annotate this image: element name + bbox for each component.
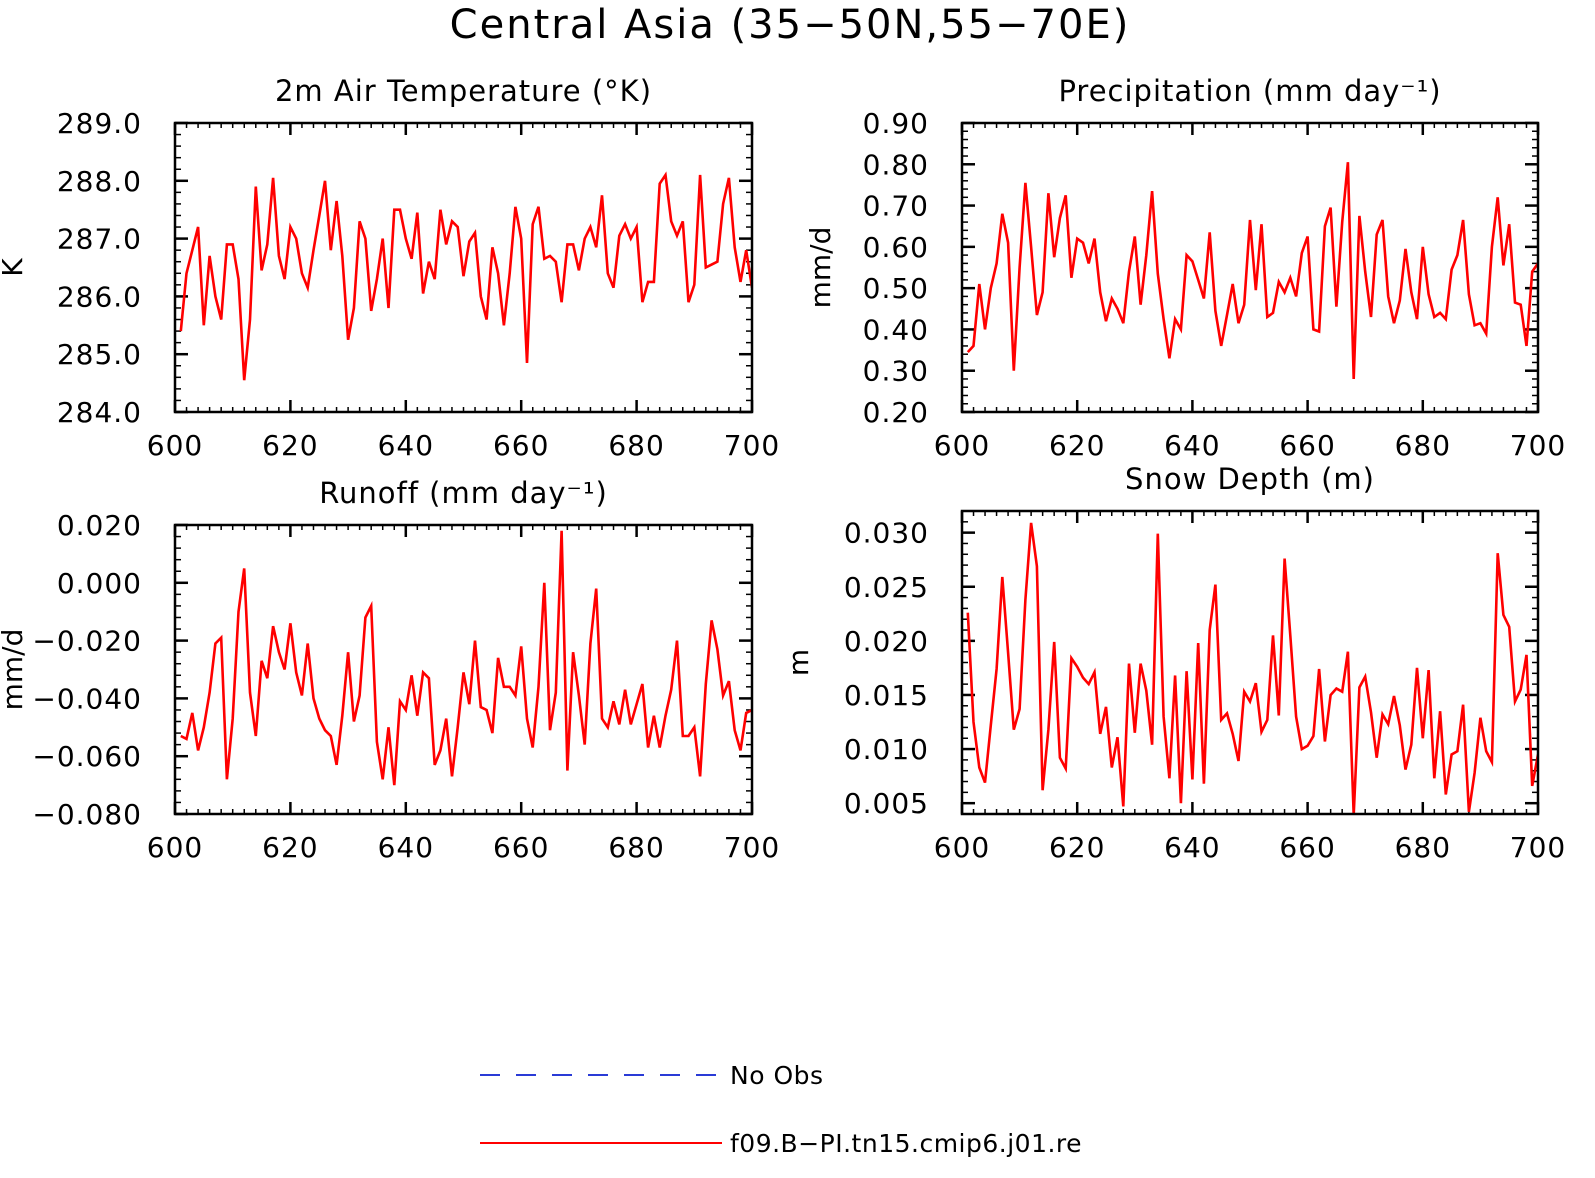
- x-tick-label: 680: [1395, 831, 1451, 864]
- y-tick-label: 287.0: [57, 223, 142, 256]
- x-tick-label: 640: [378, 429, 434, 462]
- x-tick-label: 680: [1395, 429, 1451, 462]
- y-tick-label: 0.90: [863, 107, 929, 140]
- series-line-precip: [966, 162, 1538, 380]
- panel-runoff: Runoff (mm day⁻¹) mm/d 600 620 640 660 680 700 −…: [0, 476, 780, 864]
- y-tick-label: 284.0: [57, 396, 142, 429]
- y-tick-label: −0.020: [32, 625, 142, 658]
- x-tick-label: 700: [724, 831, 780, 864]
- y-tick-label: 0.020: [57, 509, 142, 542]
- y-tick-label: −0.040: [32, 682, 142, 715]
- y-tick-label: 288.0: [57, 165, 142, 198]
- x-tick-label: 660: [1279, 831, 1335, 864]
- x-tick-label: 600: [934, 831, 990, 864]
- y-tick-label: 0.015: [844, 679, 929, 712]
- x-tick-label: 600: [147, 429, 203, 462]
- x-tick-label: 620: [262, 831, 318, 864]
- y-tick-label: 0.010: [844, 733, 929, 766]
- y-tick-label: 0.005: [844, 787, 929, 820]
- series-line-temp: [179, 171, 752, 381]
- y-tick-label: 0.80: [863, 148, 929, 181]
- series-line-snow: [966, 522, 1538, 814]
- plot-frame-precip: [960, 121, 1540, 414]
- x-tick-label: 680: [608, 831, 664, 864]
- x-tick-label: 640: [378, 831, 434, 864]
- x-tick-label: 700: [1510, 429, 1566, 462]
- panel-title-snow: Snow Depth (m): [1125, 462, 1375, 496]
- series-line-runoff: [180, 530, 752, 786]
- plot-frame-temp: [173, 121, 754, 414]
- y-tick-label: 0.40: [863, 313, 929, 346]
- x-tick-label: 600: [934, 429, 990, 462]
- panel-precipitation: Precipitation (mm day⁻¹) mm/d 600 620 640 660…: [804, 74, 1566, 462]
- x-tick-label: 700: [1510, 831, 1566, 864]
- panel-snow-depth: Snow Depth (m) m 600 620 640 660 680 700 0.005 0.…: [782, 462, 1566, 864]
- y-tick-label: 289.0: [57, 107, 142, 140]
- plot-frame-snow: [960, 509, 1540, 816]
- x-tick-label: 620: [262, 429, 318, 462]
- plot-frame-runoff: [173, 523, 754, 816]
- y-tick-label: 285.0: [57, 338, 142, 371]
- x-tick-label: 620: [1049, 831, 1105, 864]
- y-axis-label-temp: K: [0, 258, 29, 277]
- legend: No Obs f09.B−PI.tn15.cmip6.j01.re: [480, 1061, 1082, 1158]
- legend-label-no-obs: No Obs: [730, 1061, 824, 1090]
- x-tick-label: 640: [1164, 831, 1220, 864]
- x-tick-label: 620: [1049, 429, 1105, 462]
- y-tick-label: −0.080: [32, 798, 142, 831]
- y-tick-label: 0.30: [863, 355, 929, 388]
- y-tick-label: 0.70: [863, 190, 929, 223]
- y-axis-label-runoff: mm/d: [0, 629, 29, 711]
- figure-title: Central Asia (35−50N,55−70E): [450, 2, 1131, 48]
- y-tick-label: 0.000: [57, 567, 142, 600]
- x-tick-label: 640: [1164, 429, 1220, 462]
- y-tick-label: 0.030: [844, 517, 929, 550]
- y-tick-label: 0.50: [863, 272, 929, 305]
- x-tick-label: 600: [147, 831, 203, 864]
- panel-title-runoff: Runoff (mm day⁻¹): [319, 476, 608, 510]
- x-tick-label: 700: [724, 429, 780, 462]
- y-tick-label: −0.060: [32, 740, 142, 773]
- y-tick-label: 0.60: [863, 231, 929, 264]
- legend-label-model: f09.B−PI.tn15.cmip6.j01.re: [730, 1129, 1082, 1158]
- y-tick-label: 0.025: [844, 571, 929, 604]
- x-tick-label: 660: [493, 429, 549, 462]
- y-tick-label: 0.20: [863, 396, 929, 429]
- y-tick-label: 0.020: [844, 625, 929, 658]
- panel-title-precip: Precipitation (mm day⁻¹): [1058, 74, 1441, 108]
- x-tick-label: 680: [608, 429, 664, 462]
- x-tick-label: 660: [1279, 429, 1335, 462]
- y-axis-label-precip: mm/d: [804, 227, 837, 309]
- y-axis-label-snow: m: [782, 649, 815, 676]
- x-tick-label: 660: [493, 831, 549, 864]
- panel-temperature: 2m Air Temperature (°K) K 600 620 640 660 680 7…: [0, 74, 780, 462]
- y-tick-label: 286.0: [57, 280, 142, 313]
- panel-title-temp: 2m Air Temperature (°K): [275, 74, 652, 108]
